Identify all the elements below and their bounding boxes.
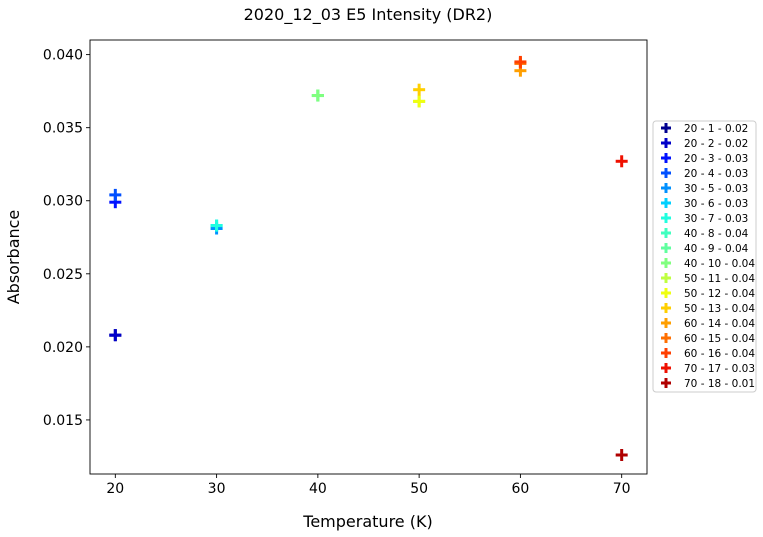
legend-label: 20 - 2 - 0.02 — [684, 138, 748, 150]
data-point — [615, 449, 628, 462]
legend-entry: 30 - 7 - 0.03 — [661, 213, 748, 225]
data-point — [109, 329, 122, 342]
data-point — [210, 219, 223, 232]
y-tick-label: 0.040 — [43, 48, 83, 64]
legend-box — [652, 120, 757, 393]
legend-entry: 20 - 3 - 0.03 — [661, 153, 748, 165]
legend-label: 50 - 12 - 0.04 — [684, 288, 755, 300]
legend-entry: 50 - 13 - 0.04 — [661, 303, 755, 315]
plot-frame — [89, 39, 648, 475]
data-point — [109, 188, 122, 201]
data-point — [615, 155, 628, 168]
data-point — [311, 89, 324, 102]
y-axis-ticks: 0.015 0.020 0.025 0.030 0.035 0.040 — [43, 48, 90, 429]
y-axis-label: Absorbance — [4, 210, 23, 305]
legend-label: 20 - 3 - 0.03 — [684, 153, 748, 165]
legend-label: 30 - 6 - 0.03 — [684, 198, 748, 210]
legend-label: 20 - 1 - 0.02 — [684, 123, 748, 135]
data-point — [514, 55, 527, 68]
data-point — [413, 83, 426, 96]
x-tick-label: 60 — [511, 481, 529, 497]
legend-label: 70 - 17 - 0.03 — [684, 363, 755, 375]
legend-label: 60 - 14 - 0.04 — [684, 318, 755, 330]
y-tick-label: 0.025 — [43, 267, 83, 283]
legend: 20 - 1 - 0.02 20 - 2 - 0.02 20 - 3 - 0.03 2… — [652, 120, 757, 393]
legend-entry: 50 - 12 - 0.04 — [661, 288, 755, 300]
legend-entry: 50 - 11 - 0.04 — [661, 273, 755, 285]
legend-label: 40 - 10 - 0.04 — [684, 258, 755, 270]
legend-entry: 60 - 14 - 0.04 — [661, 318, 755, 330]
legend-entry: 40 - 9 - 0.04 — [661, 243, 749, 255]
legend-entry: 70 - 17 - 0.03 — [661, 363, 755, 375]
legend-label: 40 - 9 - 0.04 — [684, 243, 749, 255]
data-point — [413, 95, 426, 108]
legend-items: 20 - 1 - 0.02 20 - 2 - 0.02 20 - 3 - 0.03 2… — [661, 123, 755, 390]
x-tick-label: 30 — [208, 481, 226, 497]
y-tick-label: 0.030 — [43, 194, 83, 210]
legend-label: 60 - 15 - 0.04 — [684, 333, 755, 345]
legend-entry: 20 - 2 - 0.02 — [661, 138, 748, 150]
legend-label: 30 - 5 - 0.03 — [684, 183, 748, 195]
legend-label: 50 - 11 - 0.04 — [684, 273, 755, 285]
legend-label: 50 - 13 - 0.04 — [684, 303, 755, 315]
legend-entry: 20 - 4 - 0.03 — [661, 168, 748, 180]
legend-entry: 40 - 10 - 0.04 — [661, 258, 755, 270]
legend-entry: 60 - 15 - 0.04 — [661, 333, 755, 345]
legend-entry: 20 - 1 - 0.02 — [661, 123, 748, 135]
legend-entry: 60 - 16 - 0.04 — [661, 348, 755, 360]
x-tick-label: 40 — [309, 481, 327, 497]
legend-entry: 70 - 18 - 0.01 — [661, 378, 755, 390]
chart-title: 2020_12_03 E5 Intensity (DR2) — [244, 5, 493, 25]
x-tick-label: 50 — [410, 481, 428, 497]
y-tick-label: 0.015 — [43, 413, 83, 429]
legend-label: 70 - 18 - 0.01 — [684, 378, 755, 390]
legend-label: 40 - 8 - 0.04 — [684, 228, 749, 240]
y-tick-label: 0.020 — [43, 340, 83, 356]
y-tick-label: 0.035 — [43, 121, 83, 137]
legend-entry: 30 - 6 - 0.03 — [661, 198, 748, 210]
x-axis-label: Temperature (K) — [302, 512, 432, 531]
data-markers — [109, 55, 628, 462]
legend-label: 20 - 4 - 0.03 — [684, 168, 748, 180]
legend-label: 30 - 7 - 0.03 — [684, 213, 748, 225]
legend-label: 60 - 16 - 0.04 — [684, 348, 755, 360]
legend-entry: 40 - 8 - 0.04 — [661, 228, 749, 240]
legend-entry: 30 - 5 - 0.03 — [661, 183, 748, 195]
x-axis-ticks: 20 30 40 50 60 70 — [106, 474, 631, 497]
x-tick-label: 20 — [106, 481, 124, 497]
x-tick-label: 70 — [613, 481, 631, 497]
